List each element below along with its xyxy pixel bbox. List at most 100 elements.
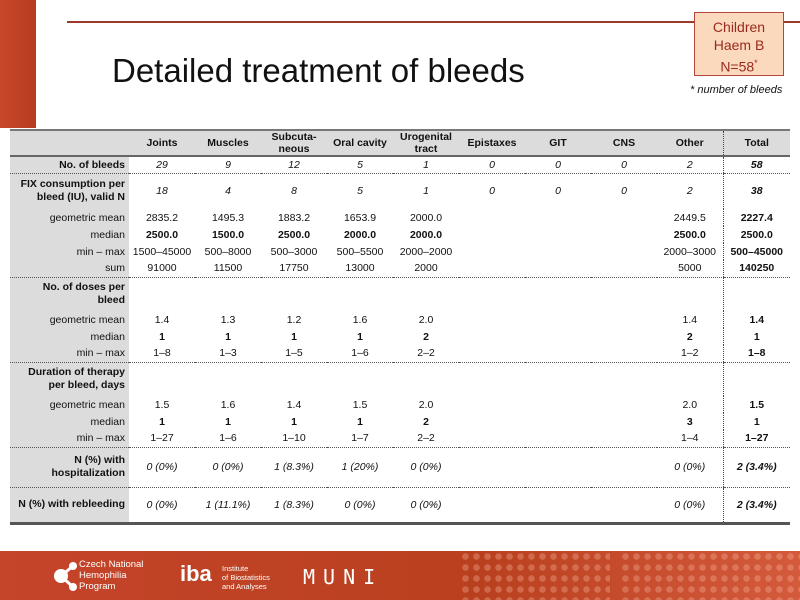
table-cell: 1	[225, 330, 231, 343]
table-cell: 5	[327, 156, 393, 174]
table-cell	[591, 277, 657, 311]
table-cell	[591, 487, 657, 523]
muni-logo: MUNI	[303, 565, 384, 589]
cnhp-logo: Czech National Hemophilia Program	[52, 559, 143, 592]
table-cell: 0	[555, 185, 561, 198]
table-cell: 1–6	[327, 345, 393, 363]
table-cell: 2500.0	[277, 228, 311, 241]
table-cell: 1.5	[722, 396, 790, 413]
table-cell: 1883.2	[277, 211, 311, 224]
table-cell: 1495.3	[211, 211, 245, 224]
row-label: median	[10, 226, 129, 243]
table-cell: 0 (0%)	[410, 498, 442, 511]
table-cell	[459, 243, 525, 260]
table-cell: 9	[195, 156, 261, 174]
table-cell: 0 (0%)	[195, 447, 261, 488]
table-cell: 2500.0	[145, 228, 179, 241]
column-header: CNS	[591, 130, 657, 157]
table-cell	[459, 328, 525, 345]
table-cell: 1–5	[261, 345, 327, 363]
table-cell: 1	[291, 330, 297, 343]
table-cell	[459, 413, 525, 430]
table-cell	[525, 413, 591, 430]
row-label: N (%) with rebleeding	[10, 487, 129, 523]
table-cell	[591, 430, 657, 448]
table-cell	[525, 362, 591, 396]
table-cell: 500–5500	[336, 245, 384, 258]
column-header: Other	[657, 130, 723, 157]
table-cell: 29	[129, 156, 195, 174]
table-cell	[657, 277, 723, 311]
table-cell	[129, 277, 195, 311]
row-label: min – max	[10, 430, 129, 448]
table-cell	[327, 362, 393, 396]
row-label: geometric mean	[10, 311, 129, 328]
row-label: min – max	[10, 345, 129, 363]
table-cell	[327, 277, 393, 311]
table-cell	[459, 226, 525, 243]
table-row: median 1 1 1 1 2 3 1	[10, 413, 790, 430]
table-cell	[459, 430, 525, 448]
table-cell	[525, 277, 591, 311]
table-cell	[393, 362, 459, 396]
table-cell	[525, 243, 591, 260]
table-cell	[459, 345, 525, 363]
row-label: min – max	[10, 243, 129, 260]
table-cell: 1–10	[261, 430, 327, 448]
table-cell: 1 (8.3%)	[261, 447, 327, 488]
table-cell	[261, 277, 327, 311]
row-label: FIX consumption per bleed (IU), valid N	[10, 173, 129, 209]
table-cell	[261, 362, 327, 396]
table-cell: 2.0	[682, 398, 698, 411]
footnote: * number of bleeds	[690, 84, 783, 96]
table-cell: 1653.9	[343, 211, 377, 224]
table-cell: 2000.0	[343, 228, 377, 241]
table-cell: 4	[225, 185, 231, 198]
table-cell	[722, 277, 790, 311]
table-cell: 1.6	[220, 398, 236, 411]
table-cell	[195, 277, 261, 311]
table-cell	[591, 226, 657, 243]
table-row: FIX consumption per bleed (IU), valid N 1…	[10, 173, 790, 209]
row-label: No. of bleeds	[10, 156, 129, 174]
table-cell: 2	[686, 330, 693, 343]
table-cell: 17750	[261, 260, 327, 278]
table-cell	[525, 487, 591, 523]
row-label: median	[10, 413, 129, 430]
table-cell: 2–2	[393, 345, 459, 363]
table-row: min – max 1–27 1–6 1–10 1–7 2–2 1–4 1–27	[10, 430, 790, 448]
accent-strip	[0, 0, 36, 128]
column-header: Subcuta- neous	[261, 130, 327, 157]
logo-text: Program	[79, 581, 116, 592]
table-cell: 3	[686, 415, 693, 428]
table-cell	[591, 209, 657, 226]
table-cell: 2835.2	[145, 211, 179, 224]
table-row: N (%) with rebleeding 0 (0%) 1 (11.1%) 1 (8…	[10, 487, 790, 523]
table-cell: 0	[459, 156, 525, 174]
badge-count: N=58	[720, 58, 755, 75]
table-cell: 1.2	[286, 313, 302, 326]
table-cell	[657, 362, 723, 396]
table-row: min – max 1500–45000 500–8000 500–3000 500–5…	[10, 243, 790, 260]
table-cell: 1 (20%)	[327, 447, 393, 488]
table-row: N (%) with hospitalization 0 (0%) 0 (0%) 1 …	[10, 447, 790, 488]
table-cell: 1–27	[129, 430, 195, 448]
table-row: Duration of therapy per bleed, days	[10, 362, 790, 396]
table-cell	[129, 362, 195, 396]
table-cell: 1	[393, 156, 459, 174]
table-row: median 1 1 1 1 2 2 1	[10, 328, 790, 345]
table-cell: 0 (0%)	[344, 498, 376, 511]
column-header: Urogenital tract	[393, 130, 459, 157]
table-cell: 2.0	[418, 313, 434, 326]
table-cell: 1–4	[657, 430, 723, 448]
table-cell	[591, 328, 657, 345]
table-cell	[591, 447, 657, 488]
table-cell: 13000	[327, 260, 393, 278]
table-cell	[459, 260, 525, 278]
logo-text: Hemophilia	[79, 570, 127, 581]
table-cell	[459, 487, 525, 523]
table-cell: 1.5	[352, 398, 368, 411]
table-cell	[525, 226, 591, 243]
table-cell	[195, 362, 261, 396]
table-row: No. of doses per bleed	[10, 277, 790, 311]
